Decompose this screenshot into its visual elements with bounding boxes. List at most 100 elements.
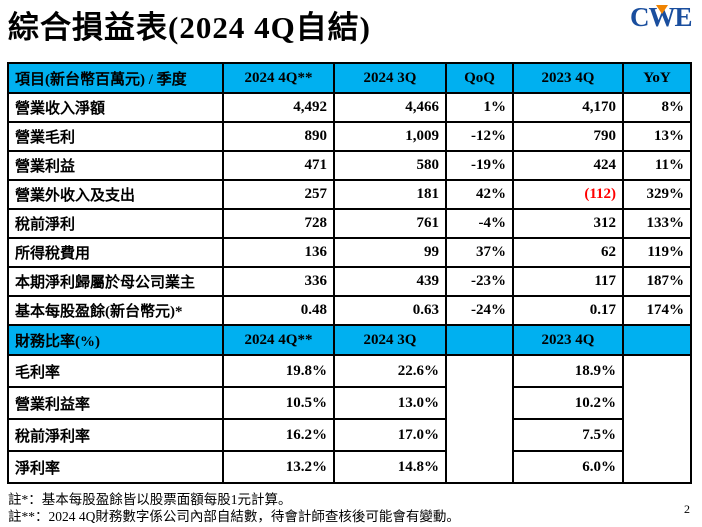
cell-q4-2024: 19.8% — [222, 354, 335, 388]
cell-qoq: -24% — [445, 295, 514, 326]
cell-yoy: 133% — [622, 208, 692, 239]
footnote-unaudited: 註**：2024 4Q財務數字係公司內部自結數，待會計師查核後可能會有變動。 — [8, 509, 460, 524]
cell-q4-2024: 136 — [222, 237, 335, 268]
header-yoy-blank — [622, 324, 692, 356]
cell-qoq: -12% — [445, 121, 514, 152]
table-row-pretax-margin: 稅前淨利率 16.2% 17.0% 7.5% — [7, 418, 691, 452]
cell-q4-2023: 117 — [512, 266, 624, 297]
cell-qoq: -23% — [445, 266, 514, 297]
header-qoq: QoQ — [445, 62, 514, 94]
cell-q4-2023: 7.5% — [512, 418, 624, 452]
cell-q4-2023: 18.9% — [512, 354, 624, 388]
cell-q3-2024: 4,466 — [333, 92, 447, 123]
cell-qoq: -4% — [445, 208, 514, 239]
cwe-logo: CWE — [630, 2, 694, 36]
cell-yoy: 174% — [622, 295, 692, 326]
cell-q3-2024: 17.0% — [333, 418, 447, 452]
cell-q3-2024: 14.8% — [333, 450, 447, 484]
ratio-header-row: 財務比率(%) 2024 4Q** 2024 3Q 2023 4Q — [7, 324, 692, 356]
table-row-pretax-profit: 稅前淨利 728 761 -4% 312 133% — [7, 208, 692, 239]
header-2023-4q: 2023 4Q — [512, 324, 624, 356]
header-qoq-blank — [445, 324, 514, 356]
cell-qoq: -19% — [445, 150, 514, 181]
table-row-gross-profit: 營業毛利 890 1,009 -12% 790 13% — [7, 121, 692, 152]
cell-q3-2024: 0.63 — [333, 295, 447, 326]
row-label: 所得稅費用 — [7, 237, 224, 268]
cell-q4-2023: 790 — [512, 121, 624, 152]
cell-qoq: 1% — [445, 92, 514, 123]
cell-qoq: 42% — [445, 179, 514, 210]
cell-q4-2024: 890 — [222, 121, 335, 152]
cell-yoy: 119% — [622, 237, 692, 268]
footnotes: 註*：基本每股盈餘皆以股票面額每股1元計算。 註**：2024 4Q財務數字係公… — [8, 491, 460, 525]
header-items-quarter: 項目(新台幣百萬元) / 季度 — [7, 62, 224, 94]
table-row-non-operating: 營業外收入及支出 257 181 42% (112) 329% — [7, 179, 692, 210]
row-label: 營業外收入及支出 — [7, 179, 224, 210]
table-row-net-income-parent: 本期淨利歸屬於母公司業主 336 439 -23% 117 187% — [7, 266, 692, 297]
cell-q4-2023: 62 — [512, 237, 624, 268]
header-2024-3q: 2024 3Q — [333, 324, 447, 356]
cell-qoq: 37% — [445, 237, 514, 268]
row-label: 稅前淨利率 — [7, 418, 224, 452]
cell-q4-2023: 6.0% — [512, 450, 624, 484]
row-label: 營業收入淨額 — [7, 92, 224, 123]
cell-q4-2024: 0.48 — [222, 295, 335, 326]
header-2024-4q: 2024 4Q** — [222, 62, 335, 94]
footnote-eps: 註*：基本每股盈餘皆以股票面額每股1元計算。 — [8, 492, 292, 507]
cell-q4-2024: 471 — [222, 150, 335, 181]
row-label: 淨利率 — [7, 450, 224, 484]
cell-q4-2024: 16.2% — [222, 418, 335, 452]
table-row-net-revenue: 營業收入淨額 4,492 4,466 1% 4,170 8% — [7, 92, 692, 123]
page-title: 綜合損益表(2024 4Q自結) — [8, 10, 372, 45]
row-label: 基本每股盈餘(新台幣元)* — [7, 295, 224, 326]
cell-q4-2024: 10.5% — [222, 386, 335, 420]
cell-q4-2023: 0.17 — [512, 295, 624, 326]
header-2023-4q: 2023 4Q — [512, 62, 624, 94]
income-statement-table: 項目(新台幣百萬元) / 季度 2024 4Q** 2024 3Q QoQ 20… — [7, 62, 692, 484]
cell-q4-2023-negative: (112) — [512, 179, 624, 210]
table-row-income-tax: 所得稅費用 136 99 37% 62 119% — [7, 237, 692, 268]
table-row-operating-margin: 營業利益率 10.5% 13.0% 10.2% — [7, 386, 691, 420]
cell-yoy: 13% — [622, 121, 692, 152]
table-row-operating-income: 營業利益 471 580 -19% 424 11% — [7, 150, 692, 181]
table-row-gross-margin: 毛利率 19.8% 22.6% 18.9% — [7, 354, 692, 484]
table-row-eps: 基本每股盈餘(新台幣元)* 0.48 0.63 -24% 0.17 174% — [7, 295, 692, 326]
row-label: 營業利益率 — [7, 386, 224, 420]
cell-q3-2024: 13.0% — [333, 386, 447, 420]
row-label: 營業毛利 — [7, 121, 224, 152]
cell-q4-2024: 13.2% — [222, 450, 335, 484]
cell-q4-2024: 4,492 — [222, 92, 335, 123]
table-row-net-margin: 淨利率 13.2% 14.8% 6.0% — [7, 450, 691, 484]
cell-yoy: 329% — [622, 179, 692, 210]
cell-q4-2023: 424 — [512, 150, 624, 181]
cell-q3-2024: 761 — [333, 208, 447, 239]
row-label: 稅前淨利 — [7, 208, 224, 239]
yoy-empty-cell — [622, 354, 692, 484]
cell-q3-2024: 1,009 — [333, 121, 447, 152]
cell-q4-2023: 10.2% — [512, 386, 624, 420]
logo-triangle-icon — [656, 5, 668, 14]
cell-q3-2024: 439 — [333, 266, 447, 297]
header-2024-3q: 2024 3Q — [333, 62, 447, 94]
cell-q3-2024: 181 — [333, 179, 447, 210]
row-label: 本期淨利歸屬於母公司業主 — [7, 266, 224, 297]
cell-yoy: 187% — [622, 266, 692, 297]
header-2024-4q: 2024 4Q** — [222, 324, 335, 356]
header-yoy: YoY — [622, 62, 692, 94]
row-label: 毛利率 — [7, 354, 224, 388]
cell-q3-2024: 22.6% — [333, 354, 447, 388]
cell-q4-2023: 4,170 — [512, 92, 624, 123]
cell-q4-2024: 257 — [222, 179, 335, 210]
cell-yoy: 8% — [622, 92, 692, 123]
qoq-empty-cell — [445, 354, 514, 484]
cell-q4-2024: 336 — [222, 266, 335, 297]
header-financial-ratios: 財務比率(%) — [7, 324, 224, 356]
cell-yoy: 11% — [622, 150, 692, 181]
income-header-row: 項目(新台幣百萬元) / 季度 2024 4Q** 2024 3Q QoQ 20… — [7, 62, 692, 94]
cell-q3-2024: 99 — [333, 237, 447, 268]
cell-q4-2023: 312 — [512, 208, 624, 239]
cell-q3-2024: 580 — [333, 150, 447, 181]
cell-q4-2024: 728 — [222, 208, 335, 239]
row-label: 營業利益 — [7, 150, 224, 181]
